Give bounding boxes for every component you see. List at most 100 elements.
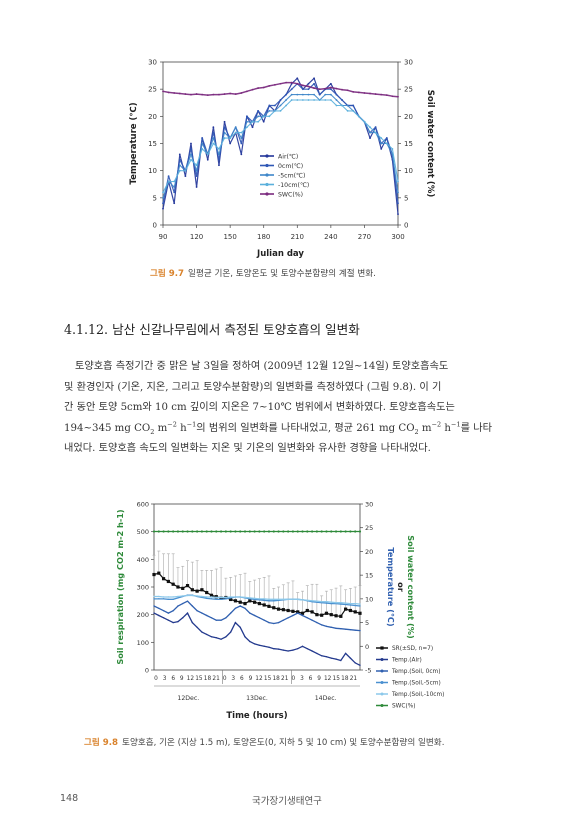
data-point	[313, 82, 315, 85]
data-point	[234, 126, 237, 129]
data-point	[218, 158, 220, 161]
data-point	[206, 158, 209, 161]
y-axis-label-right-swc: Soil water content (%)	[406, 535, 416, 639]
data-point	[346, 89, 349, 92]
data-point	[315, 613, 319, 617]
y-tick-label-right: 20	[365, 548, 373, 556]
legend-marker	[380, 669, 384, 673]
data-point	[212, 93, 215, 96]
data-point	[369, 131, 371, 134]
data-point	[358, 611, 362, 615]
section-title: 4.1.12. 남산 신갈나무림에서 측정된 토양호흡의 일변화	[64, 322, 360, 337]
data-point	[246, 126, 248, 129]
data-point	[210, 596, 213, 598]
data-point	[307, 88, 310, 91]
data-point	[335, 658, 337, 660]
legend-label: -5cm(℃)	[278, 172, 305, 179]
series-line	[154, 594, 361, 605]
data-point	[279, 99, 282, 101]
data-point	[354, 662, 356, 664]
data-point	[349, 604, 352, 606]
data-point	[329, 88, 332, 91]
data-point	[224, 530, 227, 533]
data-point	[243, 530, 247, 533]
data-point	[330, 601, 332, 603]
data-point	[262, 603, 266, 607]
data-point	[176, 530, 180, 533]
data-point	[210, 636, 213, 638]
data-point	[344, 607, 348, 611]
data-point	[318, 99, 321, 101]
data-point	[296, 99, 299, 101]
data-point	[229, 631, 232, 633]
data-point	[318, 88, 321, 91]
data-point	[268, 621, 270, 624]
data-point	[263, 530, 266, 533]
x-hour-label: 21	[212, 676, 220, 682]
paragraph-line: 및 환경인자 (기온, 지온, 그리고 토양수분함량)의 일변화를 측정하였다 …	[64, 381, 442, 393]
data-point	[339, 530, 342, 533]
x-hour-label: 9	[317, 676, 321, 682]
data-point	[353, 610, 357, 614]
figure-9-7-number: 그림 9.7	[150, 269, 185, 279]
legend-label: Temp.(Soil,-10cm)	[391, 692, 444, 698]
x-hour-label: 0	[291, 676, 295, 682]
data-point	[324, 93, 327, 96]
y-tick-label-right: 20	[404, 113, 413, 121]
data-point	[195, 164, 198, 167]
data-point	[335, 87, 338, 90]
legend-label: -10cm(℃)	[278, 182, 309, 189]
data-point	[240, 142, 243, 145]
data-point	[282, 649, 285, 651]
data-point	[344, 652, 347, 655]
data-point	[263, 599, 265, 601]
data-point	[380, 142, 383, 145]
legend-label: SR(±SD, n=7)	[392, 646, 433, 652]
data-point	[186, 594, 189, 597]
x-hour-label: 0	[154, 676, 158, 682]
data-point	[397, 95, 399, 98]
data-point	[300, 611, 305, 615]
x-tick-label: 90	[159, 233, 168, 241]
x-hour-label: 15	[333, 676, 341, 682]
data-point	[363, 120, 366, 123]
data-point	[281, 608, 285, 612]
data-point	[357, 115, 360, 118]
data-point	[205, 633, 208, 636]
x-hour-label: 21	[350, 676, 358, 682]
x-day-label: 12Dec.	[177, 695, 199, 702]
x-tick-label: 210	[291, 233, 304, 241]
x-tick-label: 150	[223, 233, 236, 241]
data-point	[190, 588, 194, 592]
x-hour-label: 3	[300, 676, 304, 682]
data-point	[220, 619, 222, 621]
data-point	[374, 126, 377, 129]
data-point	[296, 530, 299, 533]
data-point	[195, 169, 198, 172]
figure-9-8-caption: 그림 9.8 토양호흡, 기온 (지상 1.5 m), 토양온도(0, 지하 5 …	[84, 736, 444, 748]
data-point	[318, 93, 321, 96]
x-day-label: 14Dec.	[315, 695, 337, 702]
data-point	[352, 110, 355, 112]
data-point	[313, 77, 315, 80]
legend-label: Temp.(Soil, 0cm)	[391, 669, 440, 675]
data-point	[329, 613, 333, 617]
data-point	[191, 605, 194, 607]
data-point	[244, 607, 246, 610]
data-point	[212, 131, 215, 134]
data-point	[349, 657, 352, 659]
x-axis-label: Julian day	[256, 249, 304, 259]
data-point	[162, 191, 164, 194]
data-point	[301, 88, 304, 91]
data-point	[311, 650, 313, 652]
data-point	[253, 597, 256, 600]
data-point	[291, 530, 295, 533]
data-point	[201, 631, 203, 633]
data-point	[195, 186, 198, 188]
data-point	[234, 131, 237, 134]
data-point	[349, 628, 352, 631]
data-point	[205, 597, 208, 600]
data-point	[200, 530, 204, 533]
data-point	[184, 169, 187, 172]
data-point	[305, 608, 309, 613]
